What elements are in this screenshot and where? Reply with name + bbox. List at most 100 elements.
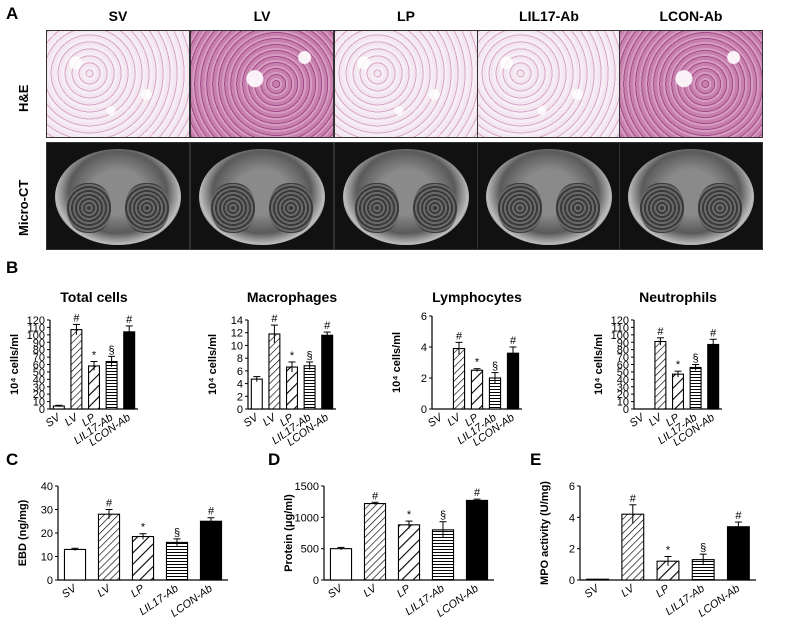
ebd-sigmark-4: # <box>208 506 215 518</box>
total-ytick-label-4: 40 <box>33 374 45 386</box>
ebd-xtick-label-0: SV <box>60 582 80 601</box>
protein-xtick-label-2: LP <box>395 582 413 600</box>
protein-bar-2 <box>397 524 421 581</box>
col-header-lp: LP <box>397 8 415 24</box>
mpo-xtick-label-1: LV <box>619 582 638 600</box>
mac-ytick-label-0: 0 <box>237 404 243 416</box>
mac-sigmark-4: # <box>324 320 331 332</box>
neu-ytick-label-11: 110 <box>611 322 629 334</box>
neu-ytick-label-6: 60 <box>617 360 629 372</box>
mpo-bar-4 <box>726 526 750 581</box>
neu-sigmark-2: * <box>676 359 681 371</box>
ebd-sigmark-1: # <box>106 498 113 510</box>
microct-image-lcon <box>619 142 763 250</box>
total-ytick-label-10: 100 <box>27 330 45 342</box>
ebd-bar-1 <box>97 513 121 581</box>
row-label-microct: Micro-CT <box>16 179 31 236</box>
mac-ytick-label-1: 2 <box>237 391 243 403</box>
lym-bar-2 <box>470 369 484 410</box>
mac-bar-2 <box>285 366 299 410</box>
microct-image-sv <box>46 142 190 250</box>
microct-image-lv <box>190 142 334 250</box>
protein-sigmark-4: # <box>474 487 481 499</box>
neu-ytick-label-3: 30 <box>617 382 629 394</box>
mac-ytick-label-2: 4 <box>237 379 243 391</box>
neu-ytick-label-9: 90 <box>617 337 629 349</box>
total-ytick-label-1: 10 <box>33 397 45 409</box>
mpo-ytick-label-1: 2 <box>569 544 575 556</box>
mpo-sigmark-3: § <box>700 542 706 554</box>
total-sigmark-2: * <box>92 350 97 362</box>
ebd-ytick-label-4: 40 <box>41 481 53 493</box>
neu-ytick-label-0: 0 <box>623 404 629 416</box>
protein-ytick-label-1: 500 <box>301 544 319 556</box>
panel-c-letter: C <box>6 450 19 469</box>
mpo-ytick-label-0: 0 <box>569 575 575 587</box>
total-bar-1 <box>70 329 83 410</box>
mpo-bar-1 <box>621 513 645 581</box>
he-image-lil17 <box>477 30 621 138</box>
microct-image-lp <box>334 142 478 250</box>
lym-ytick-label-2: 4 <box>421 342 427 354</box>
chart-protein: Protein (μg/ml)050010001500SV#LV*LP§LIL1… <box>283 481 494 620</box>
ebd-ytick-label-3: 30 <box>41 505 53 517</box>
mpo-xtick-label-0: SV <box>582 582 602 601</box>
neu-bar-4 <box>707 343 720 410</box>
protein-bar-4 <box>465 499 489 581</box>
lym-bar-1 <box>452 348 466 410</box>
mac-title: Macrophages <box>247 289 337 305</box>
mpo-ytick-label-3: 6 <box>569 481 575 493</box>
protein-xtick-label-1: LV <box>361 582 380 600</box>
mac-sigmark-1: # <box>271 313 278 325</box>
lym-sigmark-2: * <box>475 357 480 369</box>
chart-ebd: EBD (ng/mg)010203040SV#LV*LP§LIL17-Ab#LC… <box>17 481 228 620</box>
mac-ytick-label-3: 6 <box>237 366 243 378</box>
protein-sigmark-2: * <box>407 509 412 521</box>
total-xtick-label-1: LV <box>63 411 82 429</box>
col-header-sv: SV <box>108 8 128 24</box>
neu-sigmark-3: § <box>693 353 699 365</box>
neu-ytick-label-7: 70 <box>617 352 629 364</box>
chart-total-cells: Total cells 10⁴ cells/ml 01020304050607080… <box>9 289 138 449</box>
protein-xtick-label-0: SV <box>326 582 346 601</box>
ebd-ytick-label-1: 10 <box>41 552 53 564</box>
neu-xtick-label-1: LV <box>647 411 666 429</box>
protein-sigmark-1: # <box>372 490 379 502</box>
total-ytick-label-6: 60 <box>33 360 45 372</box>
neu-ylabel: 10⁴ cells/ml <box>593 334 605 395</box>
mac-sigmark-3: § <box>307 350 313 362</box>
total-ytick-label-0: 0 <box>39 404 45 416</box>
protein-ytick-label-2: 1000 <box>295 512 319 524</box>
neu-bar-1 <box>654 340 667 410</box>
mpo-xtick-label-2: LP <box>654 582 672 600</box>
col-header-lcon: LCON-Ab <box>659 8 723 24</box>
lym-ytick-label-3: 6 <box>421 311 427 323</box>
lym-ytick-label-0: 0 <box>421 404 427 416</box>
panel-e-letter: E <box>530 450 542 469</box>
neu-sigmark-1: # <box>657 326 664 338</box>
neu-ytick-label-1: 10 <box>617 397 629 409</box>
ebd-bar-2 <box>131 535 155 581</box>
mpo-sigmark-4: # <box>735 510 742 522</box>
lym-xtick-label-1: LV <box>445 411 464 429</box>
neu-xtick-label-0: SV <box>628 411 648 430</box>
mac-xtick-label-0: SV <box>242 411 262 430</box>
neu-ytick-label-12: 120 <box>611 315 629 327</box>
total-ytick-label-7: 70 <box>33 352 45 364</box>
mac-ytick-label-7: 14 <box>231 315 243 327</box>
col-header-lv: LV <box>253 8 271 24</box>
mac-bar-1 <box>268 333 281 410</box>
lym-title: Lymphocytes <box>432 289 522 305</box>
mac-xtick-label-1: LV <box>261 411 280 429</box>
chart-mpo: MPO activity (U/mg) 0246SV#LV*LP§LIL17-Ab… <box>539 481 756 620</box>
total-ytick-label-5: 50 <box>33 367 45 379</box>
total-ytick-label-9: 90 <box>33 337 45 349</box>
lym-sigmark-3: § <box>492 361 498 373</box>
ebd-sigmark-3: § <box>174 527 180 539</box>
total-bar-4 <box>123 331 136 410</box>
neu-bar-2 <box>671 373 685 410</box>
total-ytick-label-11: 110 <box>27 322 45 334</box>
total-xtick-label-0: SV <box>44 411 64 430</box>
total-ytick-label-2: 20 <box>33 389 45 401</box>
